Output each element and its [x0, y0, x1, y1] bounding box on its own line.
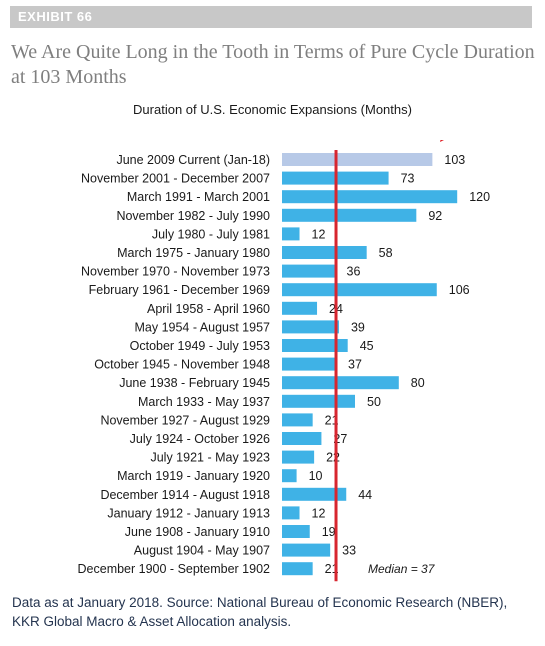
- exhibit-label: EXHIBIT 66: [18, 9, 93, 24]
- value-label-18: 44: [358, 488, 372, 502]
- source-note: Data as at January 2018. Source: Nationa…: [12, 595, 508, 629]
- bar-3: [282, 208, 417, 222]
- page-title: We Are Quite Long in the Tooth in Terms …: [11, 41, 535, 88]
- category-label-6: November 1970 - November 1973: [81, 265, 270, 279]
- category-label-13: March 1933 - May 1937: [138, 395, 270, 409]
- category-label-1: November 2001 - December 2007: [81, 172, 270, 186]
- bar-10: [282, 339, 348, 352]
- category-label-14: November 1927 - August 1929: [100, 413, 270, 427]
- bar-0: [282, 153, 433, 166]
- value-label-20: 19: [322, 525, 336, 539]
- value-label-9: 39: [351, 320, 365, 334]
- value-label-6: 36: [347, 265, 361, 279]
- bar-22: [282, 562, 313, 576]
- bar-5: [282, 246, 367, 259]
- value-label-4: 12: [312, 227, 326, 241]
- category-label-4: July 1980 - July 1981: [152, 227, 270, 241]
- category-label-7: February 1961 - December 1969: [89, 283, 270, 297]
- bar-12: [282, 376, 399, 390]
- value-label-1: 73: [401, 172, 415, 186]
- category-label-20: June 1908 - January 1910: [125, 525, 270, 539]
- value-label-16: 22: [326, 451, 340, 465]
- value-label-5: 58: [379, 246, 393, 260]
- exhibit-banner: [10, 6, 532, 28]
- value-label-19: 12: [312, 506, 326, 520]
- category-label-2: March 1991 - March 2001: [127, 190, 270, 204]
- category-label-17: March 1919 - January 1920: [117, 469, 270, 483]
- value-label-0: 103: [444, 153, 465, 167]
- value-label-3: 92: [428, 209, 442, 223]
- category-label-5: March 1975 - January 1980: [117, 246, 270, 260]
- bar-19: [282, 506, 300, 520]
- category-label-0: June 2009 Current (Jan-18): [116, 153, 270, 167]
- bar-2: [282, 190, 458, 204]
- bar-4: [282, 227, 300, 241]
- bar-21: [282, 543, 331, 557]
- bar-chart: June 2009 Current (Jan-18) November 2001 …: [78, 140, 490, 582]
- category-label-8: April 1958 - April 1960: [147, 302, 270, 316]
- category-label-16: July 1921 - May 1923: [150, 451, 270, 465]
- median-label: Median = 37: [368, 562, 436, 576]
- bar-9: [282, 320, 339, 334]
- category-label-15: July 1924 - October 1926: [130, 432, 270, 446]
- category-label-18: December 1914 - August 1918: [100, 488, 270, 502]
- value-label-7: 106: [449, 283, 470, 297]
- category-label-12: June 1938 - February 1945: [119, 376, 270, 390]
- bar-14: [282, 413, 313, 427]
- bar-6: [282, 264, 335, 278]
- bar-15: [282, 432, 322, 445]
- bar-17: [282, 469, 297, 483]
- value-label-11: 37: [348, 358, 362, 372]
- value-label-10: 45: [360, 339, 374, 353]
- bar-7: [282, 283, 437, 297]
- category-label-9: May 1954 - August 1957: [134, 320, 270, 334]
- arrow-icon: [440, 140, 444, 142]
- category-label-10: October 1949 - July 1953: [130, 339, 270, 353]
- category-label-22: December 1900 - September 1902: [78, 562, 271, 576]
- bar-20: [282, 525, 310, 538]
- bar-18: [282, 487, 347, 501]
- category-label-11: October 1945 - November 1948: [94, 358, 270, 372]
- value-label-13: 50: [367, 395, 381, 409]
- value-label-21: 33: [342, 544, 356, 558]
- bar-11: [282, 357, 337, 371]
- value-label-17: 10: [309, 469, 323, 483]
- category-label-19: January 1912 - January 1913: [107, 506, 270, 520]
- value-label-2: 120: [469, 190, 490, 204]
- chart-title: Duration of U.S. Economic Expansions (Mo…: [133, 102, 412, 117]
- bar-13: [282, 394, 355, 408]
- bar-16: [282, 450, 315, 464]
- category-label-3: November 1982 - July 1990: [116, 209, 270, 223]
- bar-8: [282, 301, 318, 315]
- category-label-21: August 1904 - May 1907: [134, 544, 270, 558]
- value-label-12: 80: [411, 376, 425, 390]
